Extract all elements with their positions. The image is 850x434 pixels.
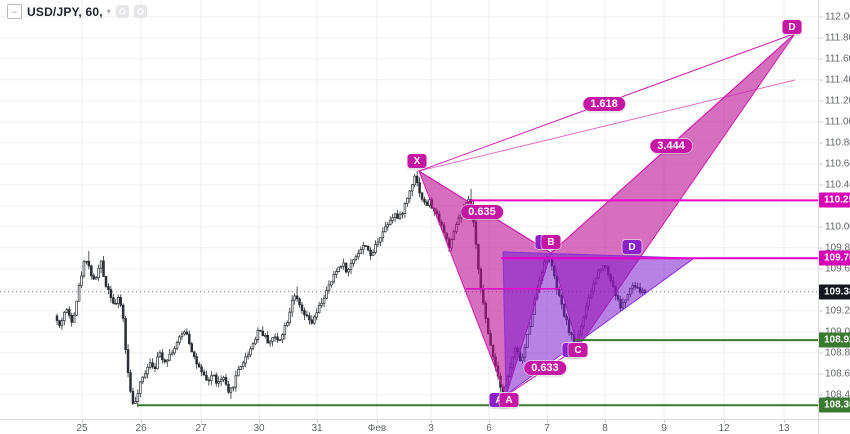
price-axis-label: 108.40 [819,389,850,400]
time-axis-label: 27 [195,423,207,434]
price-axis-label: 109.00 [819,326,850,337]
ratio-label[interactable]: 0.633 [524,361,566,375]
price-badge-109.38: 109.38 [819,284,850,300]
time-axis-tick [259,420,260,423]
time-axis-tick [605,420,606,423]
gridlines [0,0,818,419]
time-axis[interactable]: 25 26 27 30 31 Фев 3 6 7 8 9 12 13 [0,419,818,434]
price-axis-label: 112.00 [819,11,850,22]
time-axis-tick [489,420,490,423]
symbol-title[interactable]: USD/JPY, 60, [27,4,103,19]
time-axis-tick [317,420,318,423]
pattern-point-a[interactable]: A [499,393,519,407]
price-axis-label: 109.80 [819,242,850,253]
pattern-point-c[interactable]: C [568,343,588,357]
price-axis-label: 109.60 [819,263,850,274]
time-axis-tick [784,420,785,423]
time-axis-tick [82,420,83,423]
time-axis-label: 3 [428,423,434,434]
symbol-legend: − USD/JPY, 60, ▾ [7,4,147,19]
price-axis-label: 111.80 [818,32,850,43]
time-axis-label: 25 [76,423,88,434]
time-axis-tick [377,420,378,423]
legend-collapse-icon[interactable]: − [7,4,22,19]
eye-icon[interactable] [115,5,129,18]
time-axis-tick [431,420,432,423]
time-axis-tick [201,420,202,423]
price-axis-label: 111.00 [818,116,850,127]
price-axis[interactable]: 112.00 111.80 111.60 111.40 111.20 111.00 110.… [818,0,850,419]
price-axis-label: 110.60 [819,158,850,169]
price-badge-108.30: 108.30 [819,397,850,413]
price-axis-label: 111.40 [818,74,850,85]
price-axis-label: 111.60 [818,53,850,64]
abcd-pattern[interactable] [502,251,696,396]
price-axis-label: 109.20 [819,305,850,316]
ratio-label[interactable]: 1.618 [583,97,625,111]
price-badge-109.70: 109.70 [819,250,850,266]
price-axis-label: 110.40 [819,179,850,190]
pattern-point-d[interactable]: D [782,20,802,34]
time-axis-tick [141,420,142,423]
time-axis-label: 9 [661,423,667,434]
price-axis-label: 111.20 [818,95,850,106]
time-axis-label: 8 [602,423,608,434]
price-badge-110.25: 110.25 [819,192,850,208]
pattern-point-b[interactable]: B [541,235,561,249]
time-axis-label: 31 [311,423,323,434]
axis-corner [818,419,850,434]
chevron-down-icon[interactable]: ▾ [106,7,111,16]
time-axis-label: 13 [778,423,790,434]
ratio-label[interactable]: 0.635 [461,205,503,219]
time-axis-tick [547,420,548,423]
price-axis-label: 108.80 [819,347,850,358]
price-badge-108.92: 108.92 [819,332,850,348]
time-axis-label: 7 [544,423,550,434]
price-axis-label: 110.00 [819,221,850,232]
time-axis-label: 6 [486,423,492,434]
time-axis-label: 12 [718,423,730,434]
price-axis-label: 110.80 [819,137,850,148]
price-level-lines[interactable] [137,199,818,407]
pattern-point-x[interactable]: X [407,154,427,168]
time-axis-tick [664,420,665,423]
time-axis-label: 30 [253,423,265,434]
ratio-label[interactable]: 3.444 [650,139,692,153]
time-axis-label: Фев [367,423,387,434]
pattern-point-d[interactable]: D [622,240,642,254]
settings-icon[interactable] [133,5,147,18]
time-axis-label: 26 [135,423,147,434]
price-axis-label: 108.60 [819,368,850,379]
time-axis-tick [724,420,725,423]
